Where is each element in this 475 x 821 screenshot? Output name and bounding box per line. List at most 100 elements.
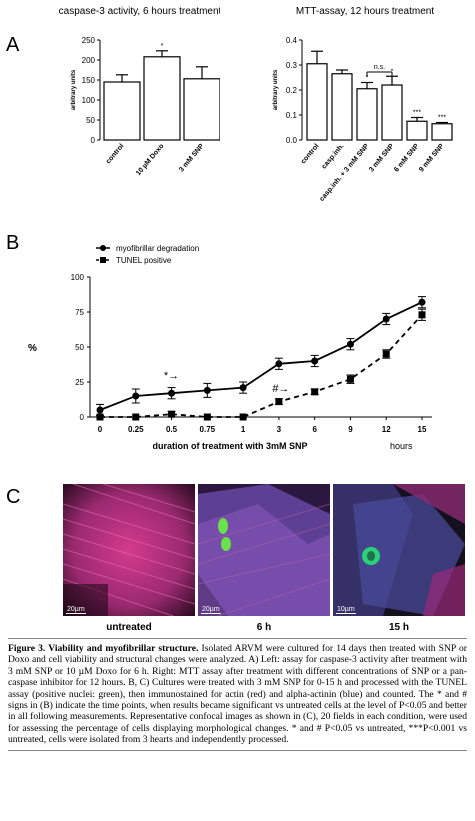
legend-marker <box>100 257 106 263</box>
confocal-image-untreated: 20µm <box>63 484 195 616</box>
bar <box>143 56 181 141</box>
bar <box>331 73 353 141</box>
y-tick-label: 100 <box>82 96 96 105</box>
x-tick-label: 12 <box>382 425 391 434</box>
x-unit-label: hours <box>390 441 413 451</box>
chart-title: MTT-assay, 12 hours treatment <box>296 6 434 17</box>
scale-bar-label: 20µm <box>201 606 221 614</box>
data-point <box>239 384 247 392</box>
y-tick-label: 250 <box>82 36 96 45</box>
legend-label: myofibrillar degradation <box>116 244 199 253</box>
x-axis-label: duration of treatment with 3mM SNP <box>152 441 307 451</box>
data-point <box>418 311 426 319</box>
category-label: 9 mM SNP <box>418 143 446 174</box>
y-tick-label: 100 <box>71 273 85 282</box>
x-tick-label: 0.5 <box>166 425 178 434</box>
category-label: control <box>300 143 321 166</box>
data-point <box>275 360 283 368</box>
significance-mark: * <box>391 68 394 75</box>
y-tick-label: 0 <box>80 413 85 422</box>
x-tick-label: 0 <box>98 425 103 434</box>
y-tick-label: 200 <box>82 56 96 65</box>
chart-title: caspase-3 activity, 6 hours treatment <box>59 6 220 17</box>
series-line <box>100 314 423 418</box>
mtt-chart: MTT-assay, 12 hours treatment arbitrary u… <box>273 6 453 203</box>
bar <box>306 63 328 141</box>
category-label: 3 mM SNP <box>368 143 396 174</box>
category-label: casp.inh. <box>321 143 346 171</box>
data-point <box>346 375 354 383</box>
bar <box>381 84 403 141</box>
category-label: control <box>105 143 126 166</box>
category-label: 6 mM SNP <box>393 143 421 174</box>
data-point <box>382 350 390 358</box>
legend-label: TUNEL positive <box>116 256 172 265</box>
annotation-hash: #→ <box>272 383 289 395</box>
scale-bar-label: 20µm <box>66 606 86 614</box>
legend-marker <box>100 245 106 251</box>
data-point <box>132 392 140 400</box>
data-point <box>96 413 104 421</box>
data-point <box>346 340 354 348</box>
y-axis-label: arbitrary units <box>273 69 279 110</box>
caspase-chart: caspase-3 activity, 6 hours treatment arb… <box>59 6 220 177</box>
data-point <box>418 298 426 306</box>
data-point <box>168 410 176 418</box>
bar <box>356 88 378 141</box>
significance-mark: *** <box>413 110 421 117</box>
time-course-chart: % 0 25 50 75 100 0 0.25 0.5 0.75 1 3 6 9 12 15 duration … <box>28 244 432 451</box>
x-tick-label: 9 <box>348 425 353 434</box>
annotation-star: *→ <box>164 370 179 382</box>
caption-body: Isolated ARVM were cultured for 14 days … <box>8 643 468 746</box>
caption-title: Figure 3. Viability and myofibrillar str… <box>8 643 199 654</box>
category-label: 3 mM SNP <box>178 143 206 174</box>
bar <box>431 123 453 141</box>
x-tick-label: 0.25 <box>128 425 144 434</box>
data-point <box>311 388 319 396</box>
y-tick-label: 0.0 <box>286 136 298 145</box>
panel-label-a: A <box>6 34 20 56</box>
confocal-label-untreated: untreated <box>106 622 152 633</box>
bracket-label: n.s. <box>374 64 385 71</box>
panel-label-b: B <box>6 232 20 254</box>
category-label: 10 µM Doxo <box>135 143 165 177</box>
figure-caption: Figure 3. Viability and myofibrillar str… <box>8 638 467 751</box>
y-tick-label: 150 <box>82 76 96 85</box>
y-tick-label: 0.2 <box>286 86 298 95</box>
y-tick-label: 0.3 <box>286 61 298 70</box>
x-tick-label: 6 <box>312 425 317 434</box>
data-point <box>382 315 390 323</box>
y-tick-label: 0.4 <box>286 36 298 45</box>
y-tick-label: 50 <box>75 343 84 352</box>
y-tick-label: 50 <box>86 116 95 125</box>
y-tick-label: 75 <box>75 308 84 317</box>
y-tick-label: 0 <box>91 136 96 145</box>
data-point <box>275 398 283 406</box>
confocal-image-15h: 10µm <box>333 484 465 616</box>
y-axis-label: arbitrary units <box>71 69 77 110</box>
significance-mark: * <box>366 75 369 82</box>
bar <box>103 81 141 141</box>
x-tick-label: 15 <box>418 425 427 434</box>
data-point <box>203 386 211 394</box>
data-point <box>168 389 176 397</box>
x-tick-label: 0.75 <box>200 425 216 434</box>
data-point <box>239 413 247 421</box>
x-tick-label: 1 <box>241 425 246 434</box>
y-tick-label: 0.1 <box>286 111 298 120</box>
bar <box>406 120 428 141</box>
panel-label-c: C <box>6 486 21 508</box>
y-axis-label: % <box>28 343 37 354</box>
x-tick-label: 3 <box>277 425 282 434</box>
scale-bar-label: 10µm <box>336 606 356 614</box>
data-point <box>311 357 319 365</box>
confocal-label-15h: 15 h <box>388 622 409 633</box>
confocal-image-6h: 20µm <box>198 484 330 616</box>
data-point <box>132 413 140 421</box>
data-point <box>96 406 104 414</box>
data-point <box>203 413 211 421</box>
y-tick-label: 25 <box>75 378 84 387</box>
category-label: casp.inh. + 3 mM SNP <box>319 143 371 203</box>
confocal-label-6h: 6 h <box>256 622 272 633</box>
series-line <box>99 301 423 411</box>
